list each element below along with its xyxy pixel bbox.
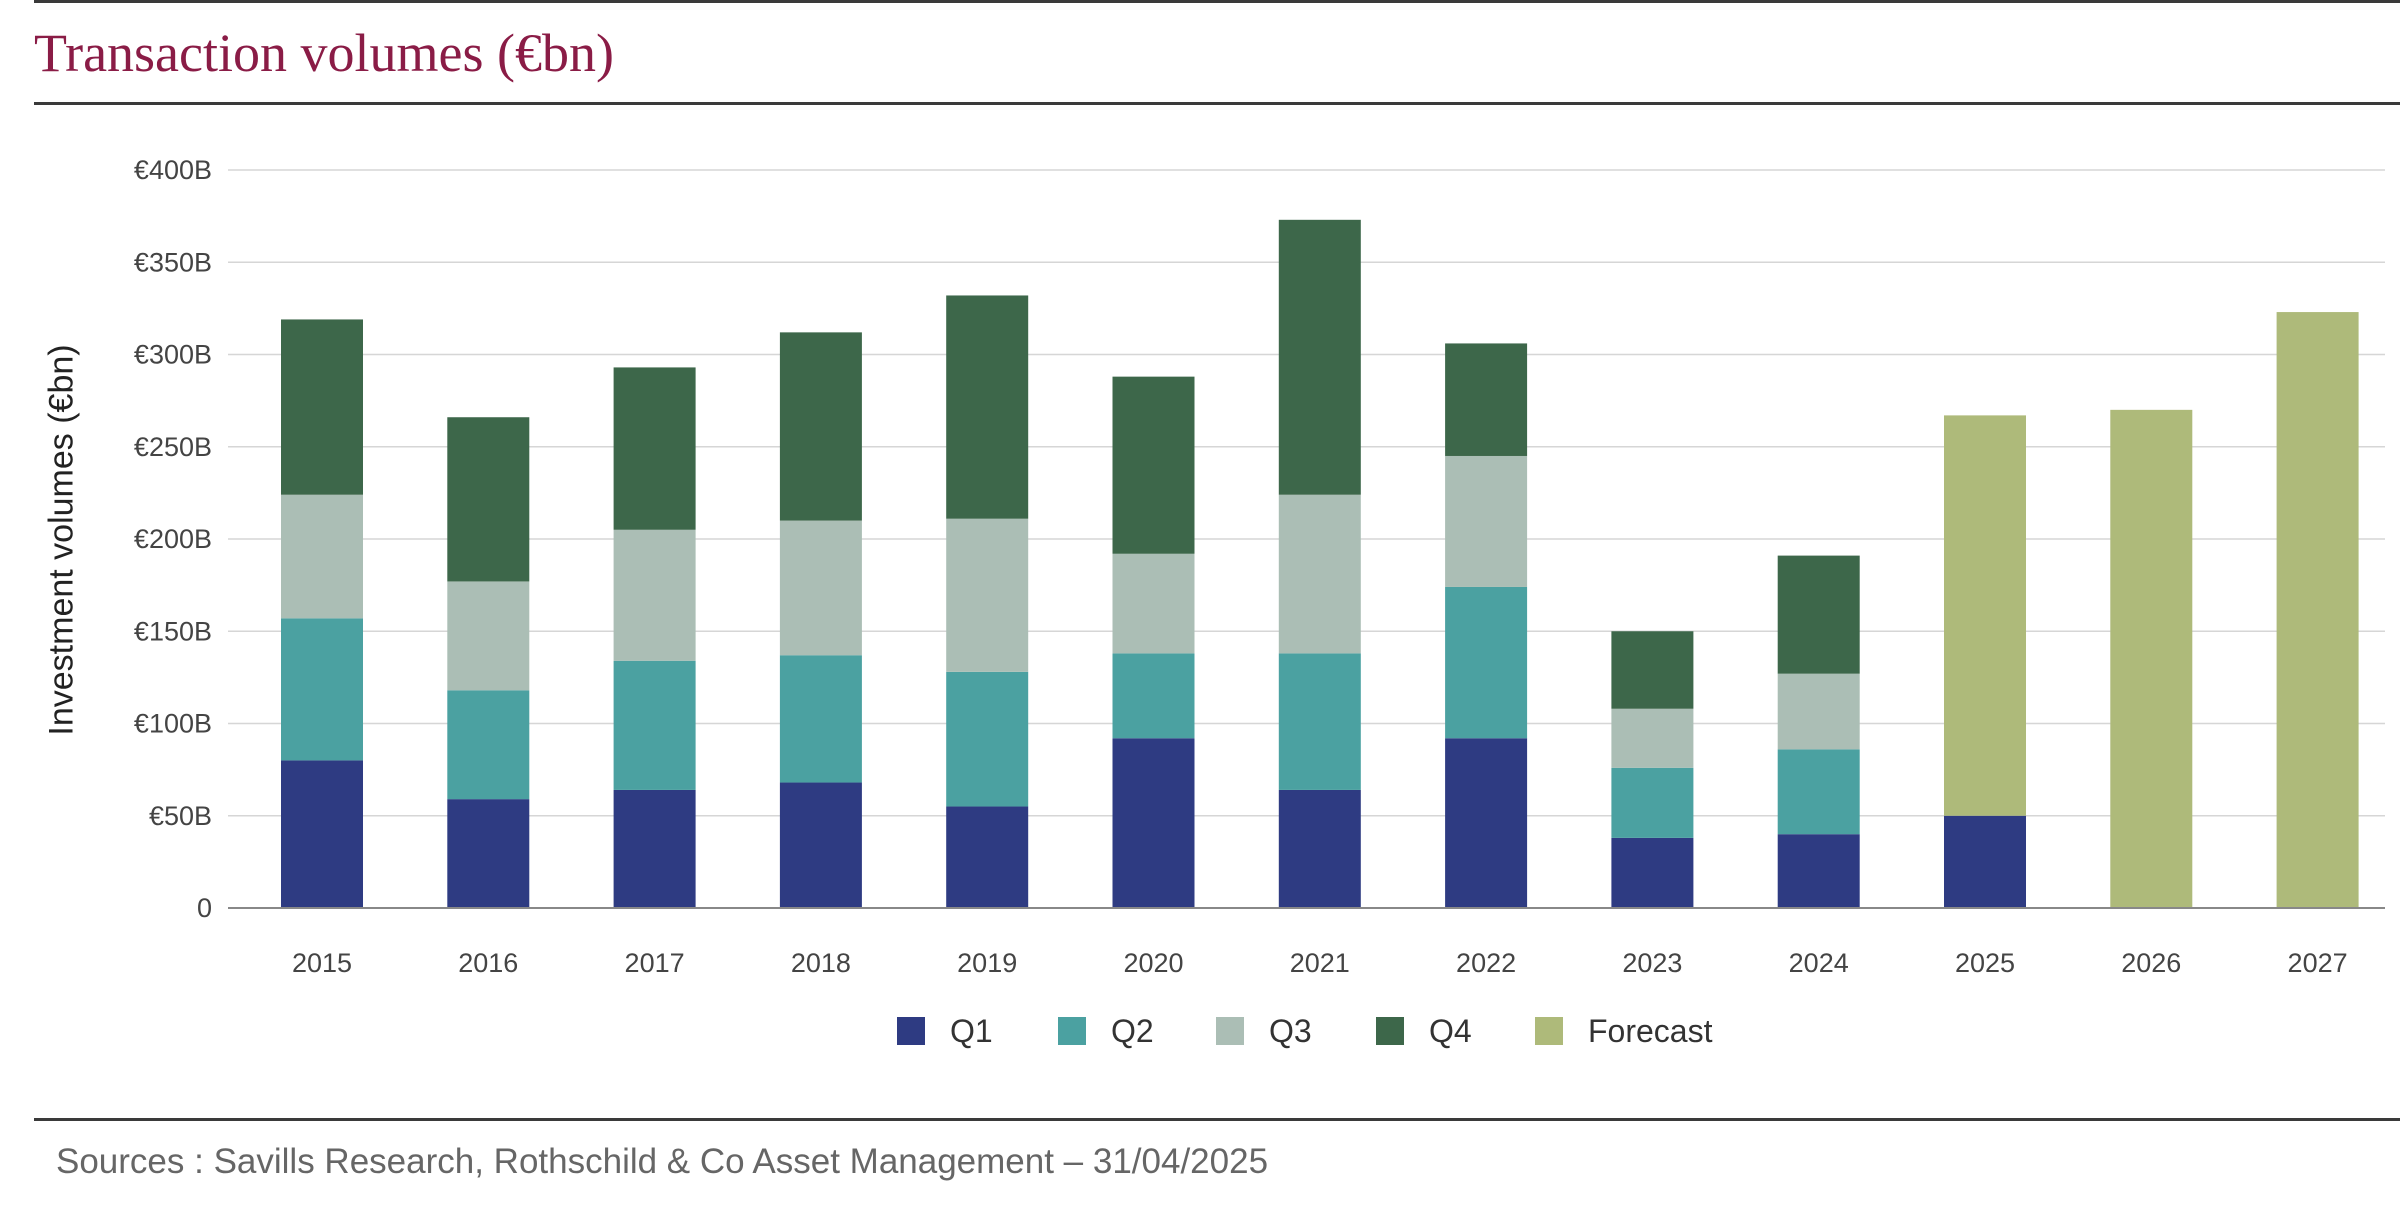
footer-rule [34, 1118, 2400, 1121]
x-tick-label: 2015 [292, 948, 352, 978]
y-tick-label: €150B [134, 616, 212, 646]
bar-2015-q3 [281, 494, 363, 619]
legend: Q1 Q2 Q3 Q4 Forecast [897, 1013, 1713, 1049]
y-tick-label: €400B [134, 155, 212, 185]
bar-2023-q3 [1611, 708, 1694, 768]
bars [281, 219, 2359, 908]
x-tick-label: 2022 [1456, 948, 1516, 978]
y-tick-label: €100B [134, 709, 212, 739]
bar-2027-forecast [2276, 312, 2359, 908]
bar-2022-q2 [1445, 586, 1528, 739]
legend-swatch-q2 [1058, 1017, 1086, 1045]
bar-2018-q1 [779, 782, 862, 908]
bar-2025-q1 [1944, 815, 2026, 908]
y-tick-label: €300B [134, 340, 212, 370]
bar-2016-q3 [447, 581, 530, 691]
bar-2022-q1 [1445, 738, 1528, 908]
bar-2024-q1 [1777, 834, 1860, 908]
legend-swatch-q1 [897, 1017, 925, 1045]
x-tick-label: 2017 [625, 948, 685, 978]
bar-2021-q2 [1278, 653, 1361, 790]
bar-2026-forecast [2110, 409, 2193, 908]
bar-2015-q4 [281, 319, 363, 495]
stacked-bar-chart: 0 €50B €100B €150B €200B €250B €300B €350B €400B… [134, 155, 2385, 1049]
bar-2020-q2 [1112, 653, 1195, 739]
x-tick-label: 2026 [2121, 948, 2181, 978]
bar-2017-q3 [613, 529, 696, 661]
bar-2024-q2 [1777, 749, 1860, 835]
bar-2018-q3 [779, 520, 862, 656]
title-underline [34, 102, 2400, 105]
x-tick-label: 2018 [791, 948, 851, 978]
bar-2016-q1 [447, 799, 530, 908]
bar-2015-q1 [281, 760, 363, 908]
bar-2022-q3 [1445, 455, 1528, 587]
x-axis-ticks: 2015 2016 2017 2018 2019 2020 2021 2022 2023 2024… [292, 948, 2348, 978]
legend-label-forecast: Forecast [1588, 1013, 1713, 1049]
y-tick-label: €250B [134, 432, 212, 462]
bar-2015-q2 [281, 618, 363, 761]
bar-2023-q2 [1611, 767, 1694, 838]
bar-2021-q4 [1278, 219, 1361, 495]
x-tick-label: 2027 [2288, 948, 2348, 978]
chart-title: Transaction volumes (€bn) [34, 23, 614, 83]
x-tick-label: 2025 [1955, 948, 2015, 978]
y-axis-ticks: 0 €50B €100B €150B €200B €250B €300B €350B €400B [134, 155, 212, 923]
y-tick-label: €200B [134, 524, 212, 554]
sources-note: Sources : Savills Research, Rothschild &… [56, 1142, 1269, 1181]
bar-2025-forecast [1944, 415, 2026, 816]
y-tick-label: €350B [134, 247, 212, 277]
bar-2024-q3 [1777, 673, 1860, 750]
y-tick-label: €50B [149, 801, 212, 831]
bar-2022-q4 [1445, 343, 1528, 456]
legend-label-q3: Q3 [1269, 1013, 1312, 1049]
bar-2020-q3 [1112, 553, 1195, 654]
bar-2019-q1 [946, 806, 1029, 908]
bar-2017-q4 [613, 367, 696, 530]
bar-2021-q1 [1278, 789, 1361, 908]
bar-2020-q4 [1112, 376, 1195, 554]
legend-label-q1: Q1 [950, 1013, 993, 1049]
x-tick-label: 2016 [458, 948, 518, 978]
x-tick-label: 2024 [1789, 948, 1849, 978]
x-tick-label: 2020 [1123, 948, 1183, 978]
bar-2019-q2 [946, 671, 1029, 807]
bar-2019-q4 [946, 295, 1029, 519]
bar-2018-q4 [779, 332, 862, 521]
bar-2016-q4 [447, 417, 530, 582]
top-rule [34, 0, 2400, 3]
x-tick-label: 2021 [1290, 948, 1350, 978]
bar-2021-q3 [1278, 494, 1361, 654]
bar-2017-q2 [613, 660, 696, 790]
bar-2017-q1 [613, 789, 696, 908]
bar-2024-q4 [1777, 555, 1860, 674]
legend-label-q2: Q2 [1111, 1013, 1154, 1049]
bar-2016-q2 [447, 690, 530, 800]
bar-2023-q4 [1611, 631, 1694, 709]
y-tick-label: 0 [197, 893, 212, 923]
legend-swatch-forecast [1535, 1017, 1563, 1045]
legend-label-q4: Q4 [1429, 1013, 1472, 1049]
x-tick-label: 2023 [1622, 948, 1682, 978]
legend-swatch-q3 [1216, 1017, 1244, 1045]
legend-swatch-q4 [1376, 1017, 1404, 1045]
bar-2023-q1 [1611, 837, 1694, 908]
x-tick-label: 2019 [957, 948, 1017, 978]
bar-2018-q2 [779, 655, 862, 783]
bar-2019-q3 [946, 518, 1029, 672]
bar-2020-q1 [1112, 738, 1195, 908]
